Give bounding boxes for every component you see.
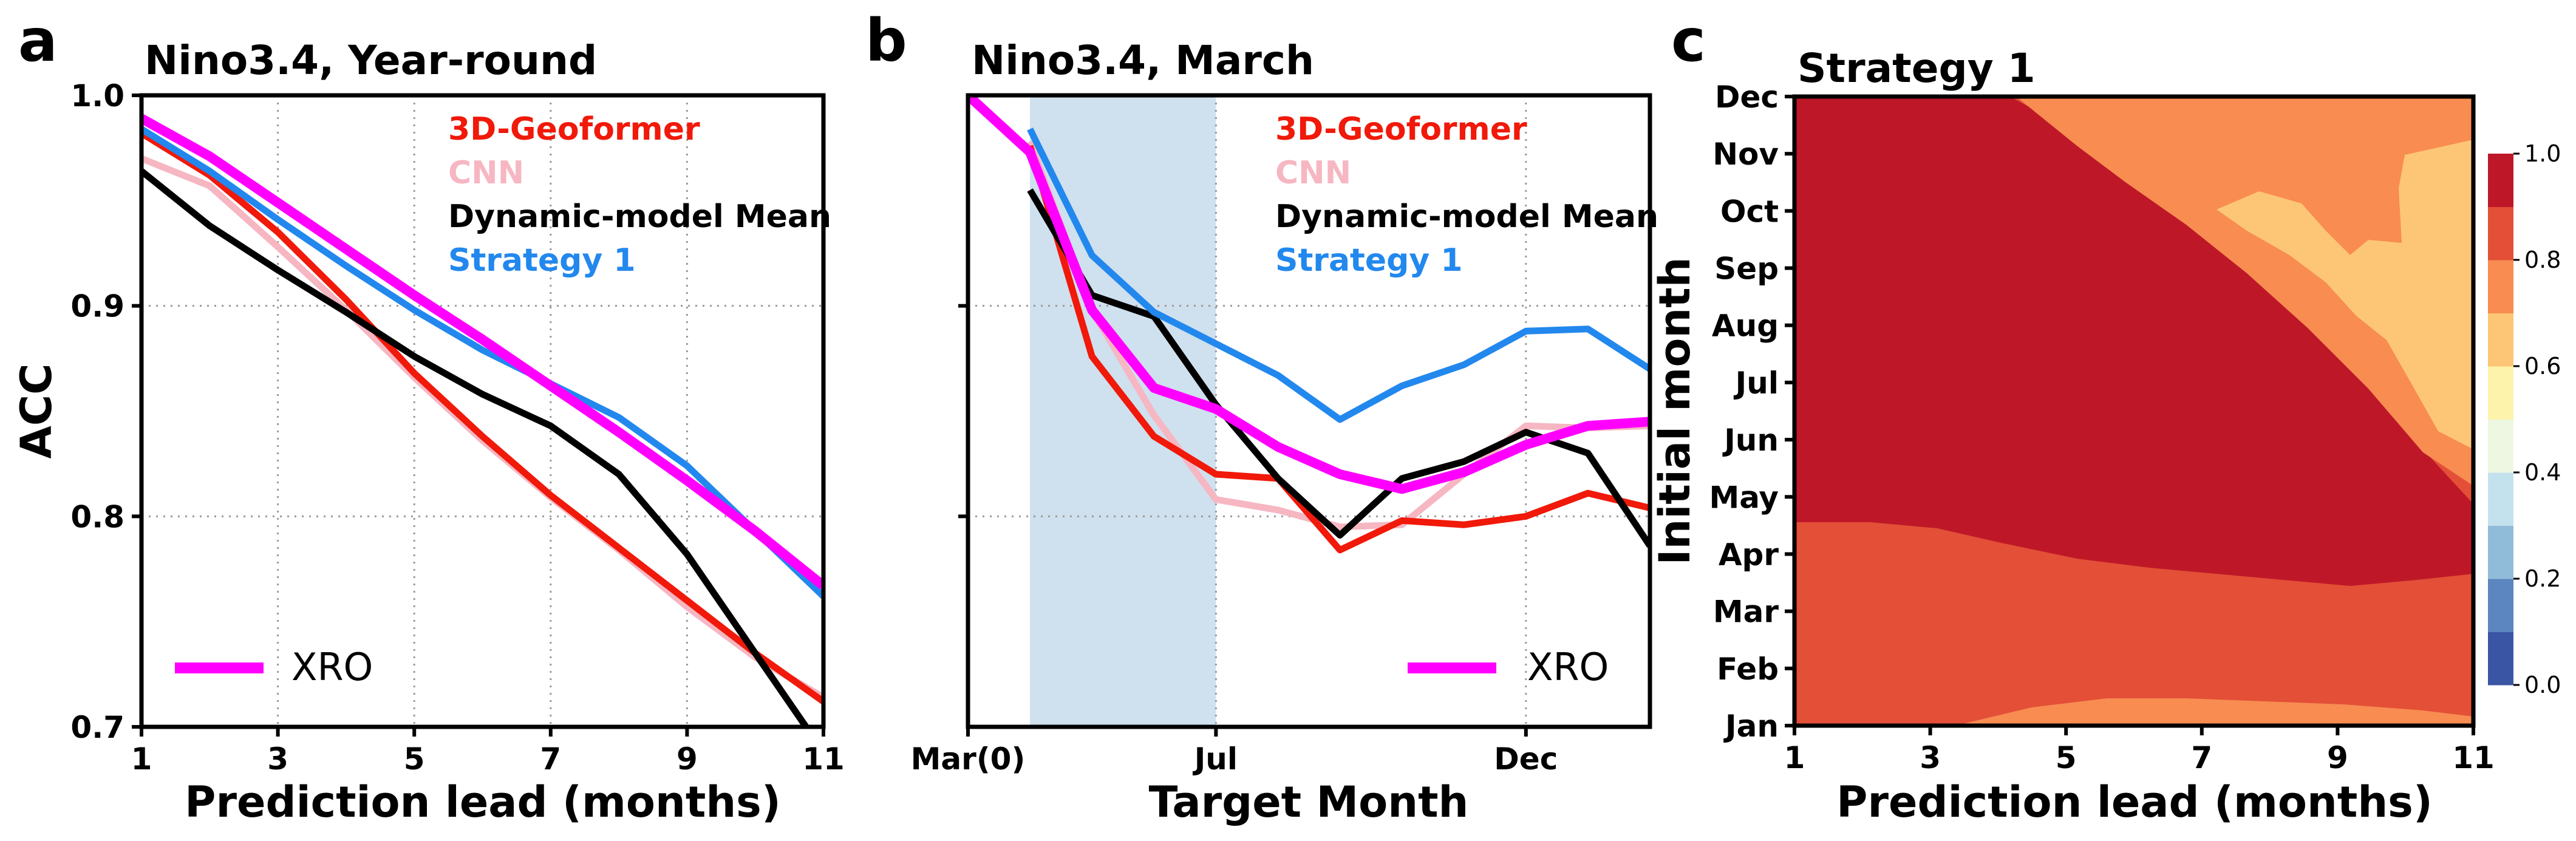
panel-b: b Nino3.4, March Mar(0) Jul Dec Target Mon… [865,7,1658,827]
colorbar-cell [2488,206,2513,260]
tick-label-y: Aug [1712,308,1779,344]
tick-label-y: Jun [1722,423,1779,458]
legend-a-strategy1: Strategy 1 [448,242,636,279]
heatmap-region-0.6-upper [2217,140,2473,449]
colorbar-tick-label: 0.4 [2524,459,2561,486]
tick-label-x: 7 [540,741,561,777]
heatmap-region-0.7-upper [2016,97,2473,486]
tick-label-y: Nov [1712,137,1779,172]
tick-label-y: 0.7 [70,710,124,745]
series-line-geoformer [1026,145,1650,554]
colorbar-tick-label: 0.2 [2524,565,2561,592]
legend-b-strategy1: Strategy 1 [1275,242,1463,279]
legend-b-cnn: CNN [1275,155,1351,191]
heatmap-region-0.9 [1794,97,2473,586]
colorbar-cell [2488,260,2513,313]
panel-a: a Nino3.4, Year-round 0.7 0.8 0.9 1.0 1 3 5 7 9 1… [12,7,845,827]
panel-a-ylabel: ACC [12,364,61,459]
panel-c-xlabel: Prediction lead (months) [1836,777,2433,827]
tick-label-y: May [1709,480,1779,515]
heatmap-plot [1792,94,2476,728]
panel-a-xlabel: Prediction lead (months) [185,777,781,827]
tick-label-x: 9 [2327,740,2348,775]
panel-a-gridlines [141,95,823,727]
legend-a-geoformer: 3D-Geoformer [448,111,700,148]
tick-label-y: Apr [1719,537,1779,572]
series-line-xro [968,95,1650,494]
legend-a-dynamic: Dynamic-model Mean [448,199,831,235]
colorbar-tick-label: 0.6 [2524,353,2561,380]
legend-b-geoformer: 3D-Geoformer [1275,111,1527,148]
colorbar-tick-label: 0.8 [2524,247,2561,273]
tick-label-y: Mar [1713,594,1779,630]
panel-b-series [968,95,1650,554]
colorbar-cell [2488,366,2513,420]
colorbar-tick-label: 0.0 [2524,672,2561,698]
tick-label-y: Sep [1714,251,1779,287]
colorbar-cell [2488,154,2513,207]
panel-b-gridlines [968,95,1650,727]
panel-b-letter: b [865,7,907,75]
colorbar: 0.0 0.2 0.4 0.6 0.8 1.0 [2488,140,2561,698]
panel-a-title: Nino3.4, Year-round [145,37,597,84]
panel-b-ticks: Mar(0) Jul Dec [911,304,1558,777]
tick-label-x: 3 [1920,740,1941,775]
colorbar-cell [2488,632,2513,686]
series-line-strategy1 [1027,128,1650,423]
tick-label-y: 0.8 [70,499,124,534]
tick-label-y: Jul [1734,366,1779,401]
panel-b-xlabel: Target Month [1149,777,1469,827]
legend-a-cnn: CNN [448,155,524,191]
colorbar-cell [2488,525,2513,579]
colorbar-cell [2488,419,2513,473]
panel-c-ticks: 1 3 5 7 9 11 Jan Feb Mar Apr May Jun Jul Aug Sep Oct Nov… [1709,80,2494,775]
tick-label-x: 5 [404,741,425,777]
series-line-xro [141,114,823,590]
heatmap-frame [1792,94,2476,728]
tick-label-y: Jan [1723,709,1779,744]
panel-b-title: Nino3.4, March [972,37,1314,84]
tick-label-x: 1 [131,741,152,777]
panel-c-letter: c [1671,7,1706,75]
tick-label-x: 11 [2452,740,2495,775]
series-line-geoformer [141,130,823,704]
legend-b-xro: XRO [1527,645,1609,689]
heatmap-region-0.7-lower [1955,698,2473,726]
panel-a-frame [139,93,826,729]
tick-label-y: Feb [1717,652,1779,687]
colorbar-cell [2488,472,2513,526]
panel-a-series [141,114,823,727]
tick-label-y: 0.9 [70,289,124,324]
series-line-strategy1 [141,126,823,599]
tick-label-x: 5 [2056,740,2077,775]
tick-label-y: Dec [1715,80,1779,115]
tick-label-x: 11 [802,741,845,777]
panel-c-ylabel: Initial month [1650,257,1700,565]
tick-label-x: Mar(0) [911,741,1026,777]
colorbar-cell [2488,313,2513,367]
colorbar-tick-label: 1.0 [2524,140,2561,167]
tick-label-x: 9 [676,741,698,777]
panel-b-shaded-region [1030,95,1216,727]
legend-a-xro: XRO [291,645,373,689]
series-line-dynamic [141,168,811,727]
legend-b-dynamic: Dynamic-model Mean [1275,199,1658,235]
panel-c: c Strategy 1 1 3 5 7 9 11 Jan Feb Mar Apr May Jun Ju… [1650,7,2561,827]
panel-a-ticks: 0.7 0.8 0.9 1.0 1 3 5 7 9 11 [70,78,844,777]
tick-label-y: 1.0 [70,78,124,114]
tick-label-x: 3 [267,741,288,777]
panel-a-letter: a [18,7,58,75]
tick-label-y: Oct [1720,194,1779,229]
tick-label-x: 1 [1784,740,1805,775]
series-line-cnn [1026,140,1650,531]
tick-label-x: Jul [1193,741,1238,777]
tick-label-x: 7 [2191,740,2212,775]
colorbar-cell [2488,579,2513,632]
tick-label-x: Dec [1494,741,1558,777]
panel-b-frame [966,93,1652,729]
series-line-cnn [141,155,823,701]
panel-c-title: Strategy 1 [1797,45,2036,92]
